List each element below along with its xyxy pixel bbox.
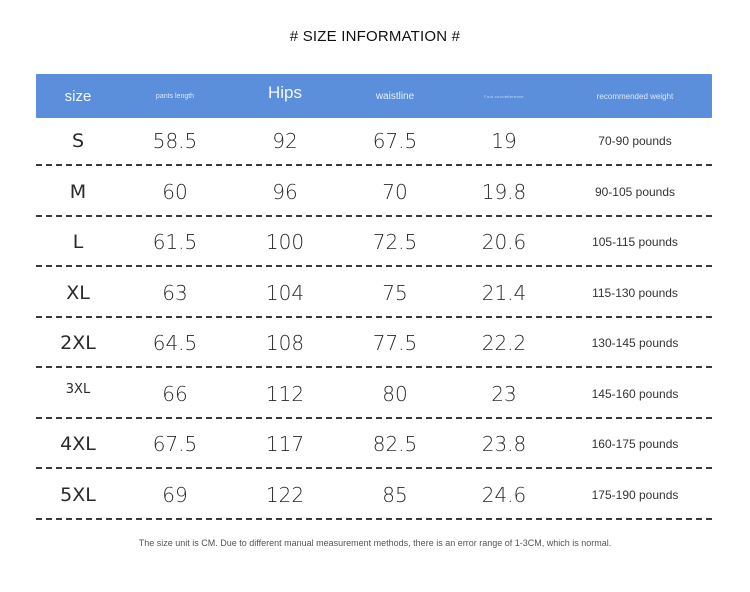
cell-foot-circumference: 22.2 <box>481 331 527 355</box>
cell-foot-circumference: 19 <box>491 129 517 153</box>
header-recommended-weight: recommended weight <box>596 91 674 101</box>
cell-hips: 100 <box>265 230 305 254</box>
page-title: # SIZE INFORMATION # <box>289 28 461 45</box>
cell-waistline: 82.5 <box>372 432 418 456</box>
cell-size: M <box>69 180 87 203</box>
cell-pants-length: 66 <box>162 381 188 406</box>
header-foot-circumference: Foot circumference <box>484 93 524 99</box>
cell-pants-length: 69 <box>162 482 188 507</box>
cell-hips: 122 <box>265 482 305 507</box>
cell-waistline: 72.5 <box>372 230 418 254</box>
cell-waistline: 80 <box>382 381 408 406</box>
cell-waistline: 67.5 <box>372 129 418 153</box>
size-table: size pants length Hips waistline Foot ci… <box>36 74 712 522</box>
header-hips: Hips <box>267 83 302 102</box>
cell-hips: 108 <box>265 331 305 355</box>
header-size: size <box>64 87 92 105</box>
cell-waistline: 85 <box>382 482 408 507</box>
table-body: S 58.5 92 67.5 19 70-90 pounds M 60 96 7… <box>36 118 712 520</box>
cell-recommended-weight: 130-145 pounds <box>591 336 679 350</box>
size-footnote: The size unit is CM. Due to different ma… <box>138 538 612 548</box>
cell-foot-circumference: 21.4 <box>481 280 527 305</box>
header-waistline: waistline <box>375 90 415 102</box>
cell-recommended-weight: 145-160 pounds <box>591 386 679 401</box>
cell-hips: 104 <box>265 280 305 305</box>
table-row: XL 63 104 75 21.4 115-130 pounds <box>36 270 712 318</box>
cell-pants-length: 60 <box>162 179 188 204</box>
cell-hips: 112 <box>265 381 305 406</box>
table-header: size pants length Hips waistline Foot ci… <box>36 74 712 118</box>
cell-pants-length: 67.5 <box>152 432 198 456</box>
cell-size: S <box>71 130 85 152</box>
cell-waistline: 70 <box>382 179 408 204</box>
cell-size: 4XL <box>60 433 96 455</box>
cell-pants-length: 64.5 <box>152 331 198 355</box>
cell-recommended-weight: 90-105 pounds <box>594 184 676 199</box>
cell-pants-length: 63 <box>162 280 188 305</box>
cell-waistline: 75 <box>382 280 408 305</box>
table-row: L 61.5 100 72.5 20.6 105-115 pounds <box>36 219 712 267</box>
cell-foot-circumference: 19.8 <box>481 179 527 204</box>
cell-size: 5XL <box>60 483 96 506</box>
cell-foot-circumference: 24.6 <box>481 482 527 507</box>
cell-hips: 92 <box>272 129 298 153</box>
cell-foot-circumference: 23 <box>491 381 517 406</box>
table-row: M 60 96 70 19.8 90-105 pounds <box>36 169 712 217</box>
cell-size: 2XL <box>60 332 96 354</box>
cell-recommended-weight: 115-130 pounds <box>592 285 678 300</box>
cell-foot-circumference: 20.6 <box>481 230 527 254</box>
cell-recommended-weight: 175-190 pounds <box>591 487 679 502</box>
cell-size: XL <box>66 281 90 304</box>
cell-waistline: 77.5 <box>372 331 418 355</box>
cell-foot-circumference: 23.8 <box>481 432 527 456</box>
table-row: 4XL 67.5 117 82.5 23.8 160-175 pounds <box>36 421 712 469</box>
cell-pants-length: 58.5 <box>152 129 198 153</box>
cell-recommended-weight: 70-90 pounds <box>598 134 672 148</box>
table-row: S 58.5 92 67.5 19 70-90 pounds <box>36 118 712 166</box>
table-row: 5XL 69 122 85 24.6 175-190 pounds <box>36 472 712 520</box>
table-row: 3XL 66 112 80 23 145-160 pounds <box>36 371 712 419</box>
cell-pants-length: 61.5 <box>152 230 198 254</box>
cell-size: 3XL <box>65 382 91 397</box>
cell-size: L <box>72 231 84 253</box>
cell-recommended-weight: 160-175 pounds <box>591 437 679 451</box>
cell-hips: 96 <box>272 179 298 204</box>
header-pants-length: pants length <box>155 92 195 100</box>
table-row: 2XL 64.5 108 77.5 22.2 130-145 pounds <box>36 320 712 368</box>
cell-hips: 117 <box>265 432 305 456</box>
cell-recommended-weight: 105-115 pounds <box>592 235 678 249</box>
